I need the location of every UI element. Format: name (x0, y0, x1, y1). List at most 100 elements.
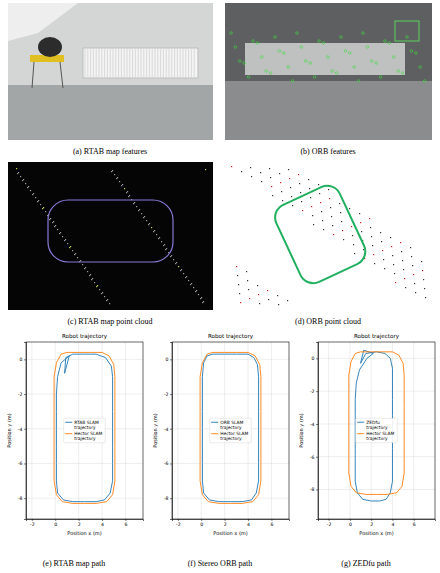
grid-line (318, 358, 435, 359)
cloud-point (312, 215, 313, 216)
cloud-point (185, 277, 186, 278)
feature-point (291, 80, 294, 83)
cloud-point (156, 234, 157, 235)
tick-label: 6 (270, 522, 273, 527)
cloud-point (391, 246, 392, 247)
cloud-point (323, 229, 324, 230)
cloud-point (25, 183, 26, 184)
tick: 4 (101, 519, 104, 527)
plot-area (200, 352, 261, 503)
cloud-point (119, 181, 120, 182)
feature-point (269, 72, 272, 75)
cloud-point (414, 283, 415, 284)
cloud-point (94, 282, 95, 283)
cloud-background (8, 162, 213, 310)
grid-line (413, 342, 414, 519)
cloud-point (128, 196, 129, 197)
feature-point (296, 32, 299, 35)
cloud-point (20, 176, 21, 177)
tick-label: -6 (18, 461, 23, 466)
feature-point (278, 50, 281, 53)
feature-point (283, 52, 286, 55)
cloud-point (134, 202, 135, 203)
cloud-d (225, 162, 432, 310)
cloud-point (84, 268, 85, 269)
cloud-point (311, 206, 312, 207)
feature-point (327, 56, 330, 59)
cloud-point (299, 183, 300, 184)
cloud-point (161, 241, 162, 242)
cloud-point (183, 273, 184, 274)
grid-line (125, 342, 126, 519)
tick-label: -2 (310, 389, 315, 394)
tick-mark (316, 358, 318, 359)
cloud-point (158, 238, 159, 239)
feature-point (234, 46, 237, 49)
cloud-point (382, 250, 383, 251)
feature-point (371, 60, 374, 63)
tick-label: 0 (349, 522, 352, 527)
feature-point (419, 66, 422, 69)
cloud-point (271, 186, 272, 187)
caption: (d) ORB point cloud (295, 317, 361, 326)
radiator (245, 43, 405, 75)
grid (172, 342, 289, 519)
wall (8, 3, 213, 140)
chart-title: Robot trajectory (354, 333, 400, 340)
radiator-fin (166, 49, 167, 77)
cloud-point (133, 203, 134, 204)
radiator-fin (115, 49, 116, 77)
cloud-point (201, 297, 202, 298)
grid (318, 342, 435, 519)
cloud-point (75, 253, 76, 254)
cloud-path (48, 200, 173, 262)
caption: (e) RTAB map path (43, 559, 106, 568)
cloud-point (165, 249, 166, 250)
tick-label: 4 (391, 522, 394, 527)
cloud-point (290, 187, 291, 188)
tick-label: -8 (164, 496, 169, 501)
cloud-point (330, 207, 331, 208)
cloud-point (188, 280, 189, 281)
cloud-point (195, 291, 196, 292)
tick-label: -2 (176, 522, 181, 527)
radiator-fin (152, 49, 153, 77)
cloud-point (333, 234, 334, 235)
y-axis-title: Position y (m) (152, 413, 159, 447)
cloud-point (17, 173, 18, 174)
tick: -6 (18, 461, 26, 466)
tick: -4 (310, 422, 318, 427)
cloud-point (117, 177, 118, 178)
cloud-point (176, 262, 177, 263)
tick-label: 4 (247, 522, 250, 527)
tick-mark (316, 490, 318, 491)
tick: 2 (224, 519, 227, 527)
feature-point (300, 46, 303, 49)
tick-label: 0 (54, 522, 57, 527)
cloud-point (97, 285, 98, 286)
cloud-point (121, 185, 122, 186)
cloud-point (69, 247, 70, 248)
radiator-fin (99, 49, 100, 77)
tick-mark (170, 498, 172, 499)
cloud-point (196, 290, 197, 291)
plot-area (54, 352, 115, 503)
feature-box (395, 21, 419, 41)
cloud-point (59, 233, 60, 234)
cloud-point (193, 287, 194, 288)
cloud-point (270, 177, 271, 178)
cloud-point (380, 232, 381, 233)
cloud-point (425, 297, 426, 298)
cloud-point (18, 172, 19, 173)
feature-point (252, 40, 255, 43)
cloud-point (129, 195, 130, 196)
grid-line (26, 394, 143, 395)
cloud-point (411, 256, 412, 257)
cloud-point (410, 247, 411, 248)
cloud-point (237, 275, 238, 276)
floor (8, 85, 213, 140)
cloud-point (180, 270, 181, 271)
cloud-point (170, 256, 171, 257)
cloud-point (248, 289, 249, 290)
cloud-point (106, 300, 107, 301)
